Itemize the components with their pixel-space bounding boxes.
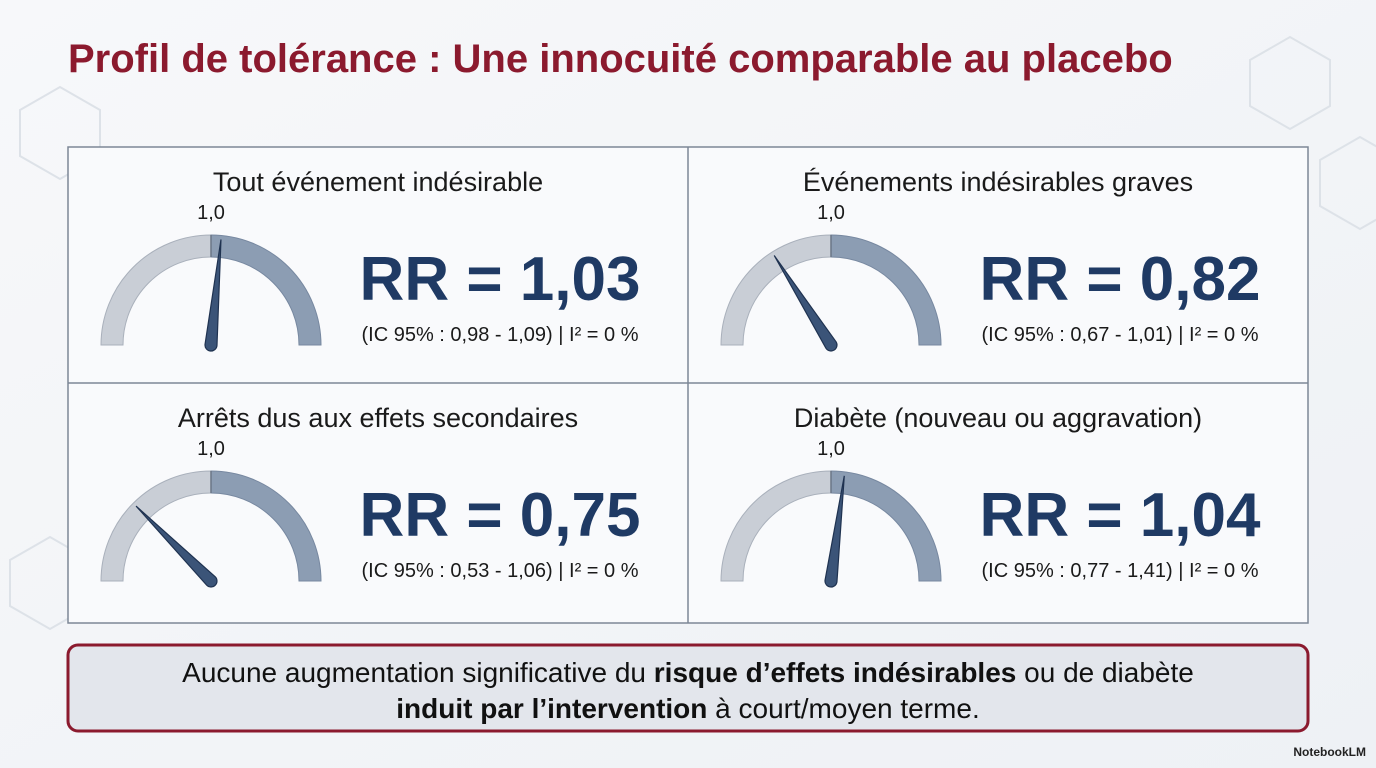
emphasis: induit par l’intervention — [396, 693, 707, 724]
panel-title: Événements indésirables graves — [803, 167, 1193, 197]
gauge-band — [210, 470, 322, 582]
gauge-tick-label: 1,0 — [197, 202, 225, 224]
gauge-needle — [773, 255, 838, 352]
gauge-needle — [824, 475, 845, 588]
conclusion-line: Aucune augmentation significative du ris… — [182, 657, 1194, 688]
confidence-interval: (IC 95% : 0,53 - 1,06) | I² = 0 % — [362, 560, 639, 582]
gauge-needle — [204, 239, 222, 352]
page-title: Profil de tolérance : Une innocuité comp… — [68, 37, 1173, 81]
rr-value: RR = 1,03 — [360, 245, 641, 314]
conclusion-line: induit par l’intervention à court/moyen … — [396, 693, 979, 724]
panel-title: Arrêts dus aux effets secondaires — [178, 403, 578, 433]
footer: NotebookLM — [1293, 745, 1366, 759]
gauge-band — [830, 234, 942, 346]
text: ou de diabète — [1016, 657, 1194, 688]
rr-value: RR = 1,04 — [980, 481, 1261, 550]
panels: Tout événement indésirable 1,0 RR = 1,03 (I… — [100, 167, 1261, 588]
gauge-tick-label: 1,0 — [197, 438, 225, 460]
conclusion-box — [66, 643, 1310, 733]
gauge-band — [830, 470, 942, 582]
conclusion: Aucune augmentation significative du ris… — [182, 657, 1194, 724]
confidence-interval: (IC 95% : 0,77 - 1,41) | I² = 0 % — [982, 560, 1259, 582]
confidence-interval: (IC 95% : 0,98 - 1,09) | I² = 0 % — [362, 324, 639, 346]
gauge-tick-label: 1,0 — [817, 202, 845, 224]
panel-title: Diabète (nouveau ou aggravation) — [794, 403, 1202, 433]
panel-title: Tout événement indésirable — [213, 167, 543, 197]
text: Aucune augmentation significative du — [182, 657, 654, 688]
emphasis: risque d’effets indésirables — [654, 657, 1017, 688]
gauge-tick-label: 1,0 — [817, 438, 845, 460]
gauge-needle — [135, 505, 218, 588]
rr-value: RR = 0,75 — [360, 481, 641, 550]
text: à court/moyen terme. — [707, 693, 979, 724]
gauge-band — [210, 234, 322, 346]
rr-value: RR = 0,82 — [980, 245, 1261, 314]
confidence-interval: (IC 95% : 0,67 - 1,01) | I² = 0 % — [982, 324, 1259, 346]
